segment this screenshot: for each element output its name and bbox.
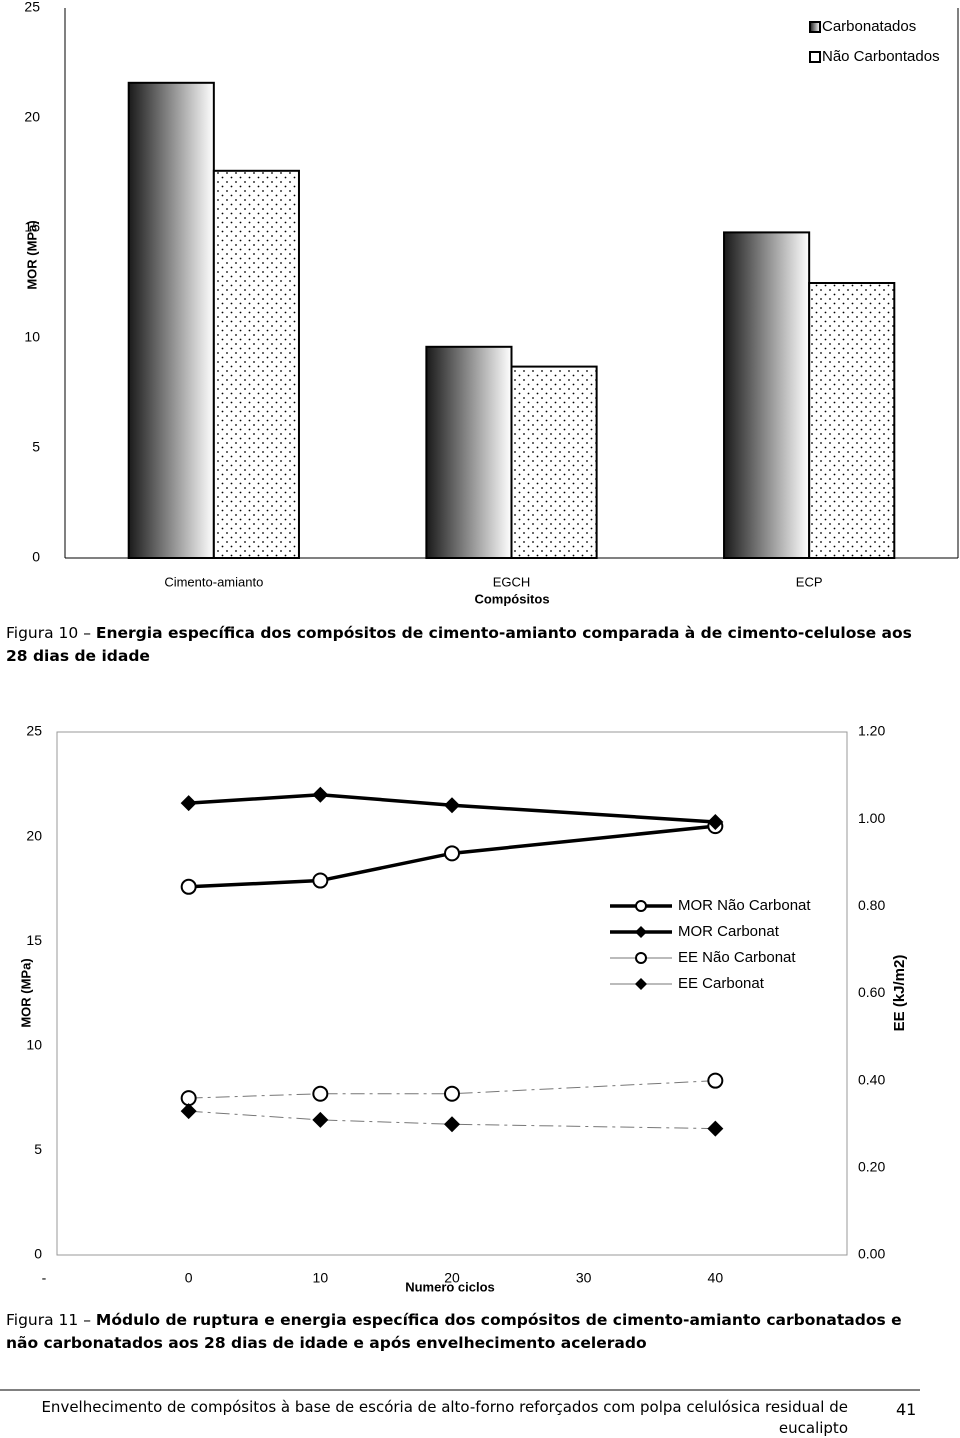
x-tick-label: 10: [313, 1270, 329, 1286]
marker: [180, 1090, 197, 1107]
legend-marker: [635, 978, 647, 990]
y-tick-label: 0: [32, 549, 40, 565]
y-tick-label: 10: [24, 329, 40, 345]
y-tick-label: 25: [24, 0, 40, 15]
x-tick-label: 30: [576, 1270, 592, 1286]
y-tick-label: 0: [34, 1246, 42, 1262]
caption-label: Figura 10 –: [6, 624, 91, 642]
marker: [312, 1111, 329, 1128]
legend-label: EE Não Carbonat: [678, 949, 796, 966]
legend-label: Carbonatados: [822, 18, 916, 35]
legend-label: MOR Não Carbonat: [678, 897, 811, 914]
series-line: [188, 793, 716, 824]
marker: [312, 1085, 329, 1102]
series-line: [188, 1110, 716, 1130]
y2-axis-title: EE (kJ/m2): [891, 955, 908, 1032]
y-tick-label: 20: [24, 109, 40, 125]
bar: [723, 231, 811, 559]
x-tick-label: EGCH: [493, 574, 531, 589]
x-tick-label: 20: [444, 1270, 460, 1286]
y-tick-label: 5: [32, 439, 40, 455]
x-tick-label: 40: [708, 1270, 724, 1286]
marker: [180, 795, 197, 812]
y2-tick-label: 0.40: [858, 1071, 885, 1087]
y-tick-label: 5: [34, 1141, 42, 1157]
y-tick-label: 20: [26, 827, 42, 843]
caption-text: Módulo de ruptura e energia específica d…: [6, 1311, 902, 1352]
y-axis-title: MOR (MPa): [18, 958, 33, 1027]
marker: [444, 845, 460, 862]
legend-marker: [635, 926, 647, 938]
legend-label: EE Carbonat: [678, 975, 765, 992]
page-number: 41: [896, 1400, 917, 1419]
y2-tick-label: 1.00: [858, 810, 885, 826]
x-axis-title: Compósitos: [474, 591, 549, 606]
x-tick-label: -: [42, 1270, 47, 1286]
y-tick-label: 15: [26, 932, 42, 948]
bar-pattern: [213, 170, 299, 559]
marker: [444, 1085, 460, 1102]
y-tick-label: 25: [26, 723, 42, 739]
bar: [425, 345, 513, 559]
marker: [707, 813, 724, 830]
marker: [180, 878, 197, 895]
caption-text: Energia específica dos compósitos de cim…: [6, 624, 912, 665]
marker: [444, 797, 460, 814]
legend-marker: [635, 900, 647, 912]
marker: [707, 1120, 724, 1137]
x-tick-label: Cimento-amianto: [164, 574, 263, 589]
y2-tick-label: 0.20: [858, 1159, 885, 1175]
y-axis-title: MOR (MPa): [24, 220, 39, 289]
bar: [127, 81, 215, 560]
caption: Figura 11 – Módulo de ruptura e energia …: [6, 1309, 936, 1355]
footer-text: Envelhecimento de compósitos à base de e…: [41, 1398, 848, 1437]
y2-tick-label: 0.80: [858, 897, 885, 913]
legend-label: Não Carbontados: [822, 48, 940, 65]
series-line: [188, 824, 716, 889]
x-axis-title: Numero ciclos: [405, 1279, 495, 1294]
legend-swatch: [809, 21, 821, 33]
x-tick-label: ECP: [796, 574, 823, 589]
legend-label: MOR Carbonat: [678, 923, 780, 940]
plot-frame: [56, 731, 848, 1256]
bar-pattern: [511, 366, 597, 558]
series-line: [188, 1080, 716, 1099]
y-tick-label: 15: [24, 219, 40, 235]
bar-pattern: [809, 283, 895, 558]
marker: [707, 1072, 724, 1089]
y2-tick-label: 0.60: [858, 984, 885, 1000]
caption-label: Figura 11 –: [6, 1311, 91, 1329]
y2-tick-label: 1.20: [858, 723, 885, 739]
legend-swatch: [809, 51, 821, 63]
marker: [180, 1103, 197, 1120]
legend-marker: [635, 952, 647, 964]
marker: [312, 872, 329, 889]
marker: [312, 786, 329, 803]
x-tick-label: 0: [185, 1270, 193, 1286]
marker: [444, 1116, 460, 1133]
y2-tick-label: 0.00: [858, 1246, 885, 1262]
caption: Figura 10 – Energia específica dos compó…: [6, 622, 936, 668]
y-tick-label: 10: [26, 1037, 42, 1053]
